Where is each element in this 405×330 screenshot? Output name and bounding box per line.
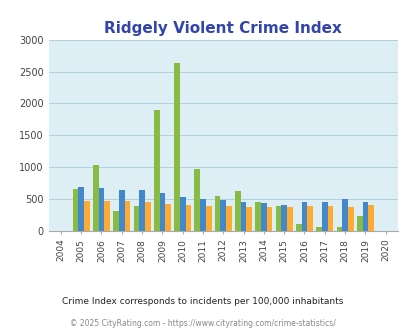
- Bar: [179, 197, 185, 231]
- Text: © 2025 CityRating.com - https://www.cityrating.com/crime-statistics/: © 2025 CityRating.com - https://www.city…: [70, 319, 335, 328]
- Text: Crime Index corresponds to incidents per 100,000 inhabitants: Crime Index corresponds to incidents per…: [62, 297, 343, 307]
- Bar: [240, 202, 246, 231]
- Bar: [367, 206, 373, 231]
- Bar: [194, 169, 200, 231]
- Bar: [205, 206, 211, 231]
- Bar: [295, 224, 301, 231]
- Bar: [301, 202, 307, 231]
- Bar: [153, 110, 159, 231]
- Bar: [226, 206, 231, 231]
- Bar: [246, 207, 252, 231]
- Bar: [165, 204, 171, 231]
- Bar: [185, 206, 191, 231]
- Bar: [347, 207, 353, 231]
- Bar: [341, 199, 347, 231]
- Bar: [174, 63, 179, 231]
- Title: Ridgely Violent Crime Index: Ridgely Violent Crime Index: [104, 21, 341, 36]
- Bar: [84, 201, 90, 231]
- Bar: [220, 200, 226, 231]
- Bar: [307, 206, 312, 231]
- Bar: [104, 201, 110, 231]
- Bar: [133, 207, 139, 231]
- Bar: [362, 202, 367, 231]
- Bar: [78, 187, 84, 231]
- Bar: [260, 203, 266, 231]
- Bar: [124, 201, 130, 231]
- Bar: [356, 216, 362, 231]
- Bar: [159, 193, 165, 231]
- Bar: [214, 196, 220, 231]
- Bar: [234, 191, 240, 231]
- Bar: [315, 227, 321, 231]
- Bar: [139, 190, 145, 231]
- Bar: [72, 189, 78, 231]
- Bar: [321, 202, 327, 231]
- Bar: [98, 188, 104, 231]
- Bar: [145, 202, 150, 231]
- Bar: [281, 206, 286, 231]
- Bar: [119, 190, 124, 231]
- Bar: [113, 211, 119, 231]
- Bar: [275, 207, 281, 231]
- Bar: [93, 165, 98, 231]
- Bar: [266, 207, 272, 231]
- Bar: [255, 202, 260, 231]
- Bar: [286, 207, 292, 231]
- Bar: [327, 206, 333, 231]
- Bar: [336, 227, 341, 231]
- Bar: [200, 199, 205, 231]
